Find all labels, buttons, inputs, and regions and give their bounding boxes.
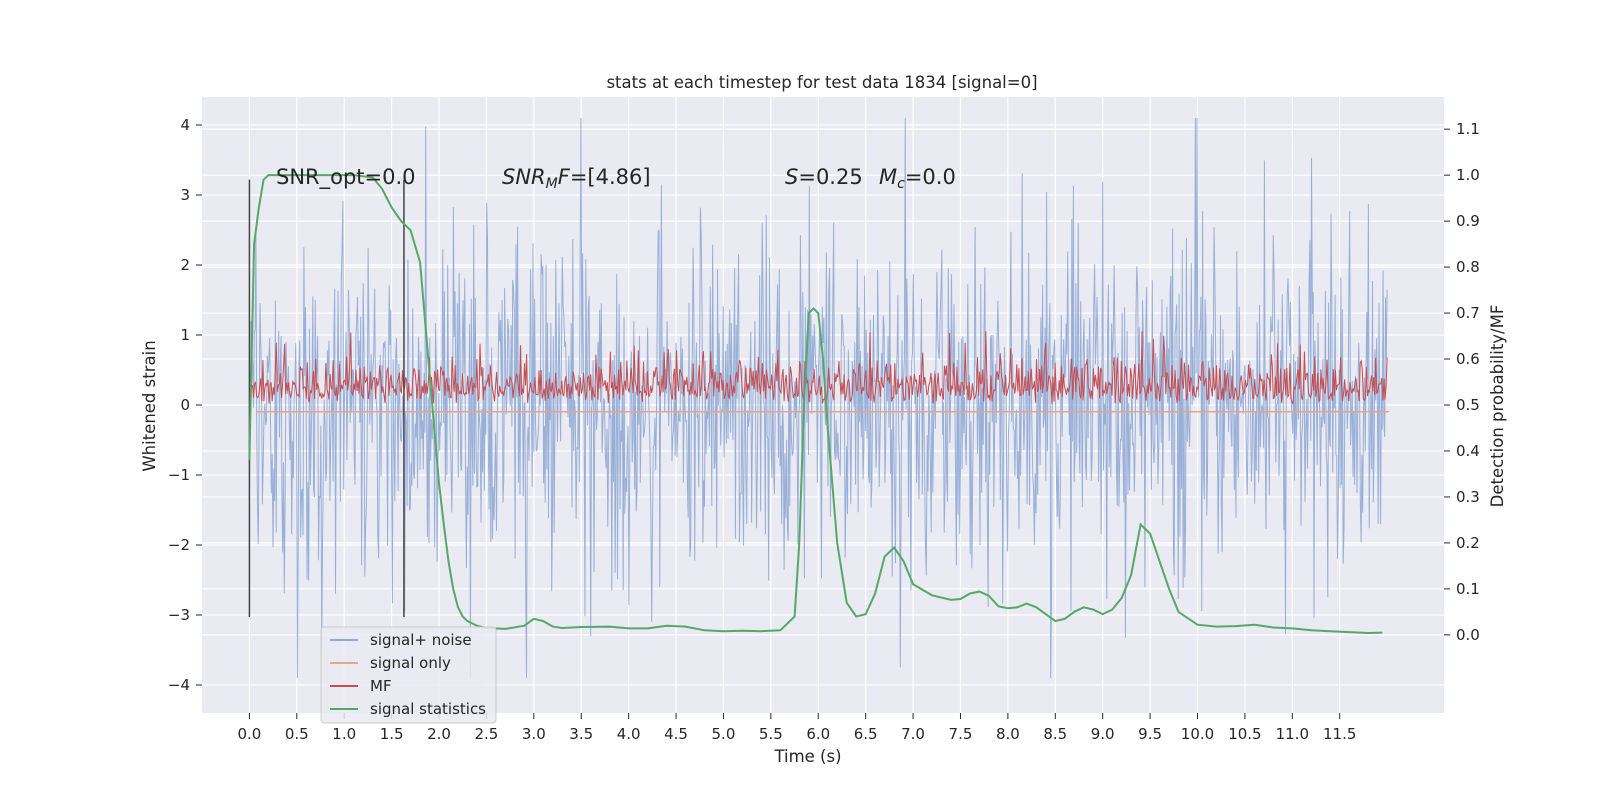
signal-statistics-line	[248, 174, 1383, 635]
mc-sub: c	[897, 176, 905, 192]
x-tick-label-21: 10.5	[1228, 725, 1261, 743]
snr-mf-value: =[4.86]	[570, 165, 651, 189]
legend-label-signal-noise: signal+ noise	[370, 631, 472, 649]
annotation-s: S=0.25	[785, 165, 863, 189]
mc-value: =0.0	[905, 165, 956, 189]
series-mf	[248, 331, 1388, 405]
x-tick-label-19: 9.5	[1138, 725, 1162, 743]
legend: signal+ noise signal only MF signal stat…	[320, 626, 497, 724]
x-tick-label-0: 0.0	[237, 725, 261, 743]
snr-mf-base: SNR	[502, 165, 546, 189]
right-tick-label-6: 0.5	[1456, 396, 1480, 414]
legend-label-mf: MF	[370, 677, 392, 695]
left-tick-label-0: 4	[180, 116, 190, 134]
mf-line	[248, 331, 1388, 405]
left-tick-label-4: 0	[180, 396, 190, 414]
x-tick-label-23: 11.5	[1323, 725, 1356, 743]
legend-box	[320, 626, 497, 724]
left-tick-label-3: 1	[180, 326, 190, 344]
left-tick-label-6: −2	[168, 536, 190, 554]
right-tick-label-8: 0.3	[1456, 488, 1480, 506]
right-tick-label-0: 1.1	[1456, 120, 1480, 138]
annotation-snr-opt: SNR_opt=0.0	[276, 165, 416, 190]
x-tick-label-8: 4.0	[617, 725, 641, 743]
right-tick-label-2: 0.9	[1456, 212, 1480, 230]
x-tick-label-13: 6.5	[854, 725, 878, 743]
x-tick-label-17: 8.5	[1043, 725, 1067, 743]
x-tick-label-3: 1.5	[380, 725, 404, 743]
annotation-snr-mf: SNRMF=[4.86]	[502, 165, 651, 192]
right-tick-label-1: 1.0	[1456, 166, 1480, 184]
x-tick-label-4: 2.0	[427, 725, 451, 743]
right-tick-label-4: 0.7	[1456, 304, 1480, 322]
legend-label-signal-only: signal only	[370, 654, 451, 672]
snr-mf-rest: F	[558, 165, 571, 189]
right-tick-label-9: 0.2	[1456, 534, 1480, 552]
right-axis-ticks: 1.1 1.0 0.9 0.8 0.7 0.6 0.5 0.4 0.3 0.2 0.1 0.0	[1444, 120, 1480, 644]
left-tick-label-7: −3	[168, 606, 190, 624]
left-tick-label-5: −1	[168, 466, 190, 484]
vertical-markers	[248, 179, 405, 618]
x-tick-label-7: 3.5	[569, 725, 593, 743]
annotation-mc: Mc=0.0	[879, 165, 956, 192]
y-axis-label-left: Whitened strain	[140, 340, 159, 471]
right-tick-label-3: 0.8	[1456, 258, 1480, 276]
x-tick-label-9: 4.5	[664, 725, 688, 743]
x-tick-label-11: 5.5	[759, 725, 783, 743]
x-tick-label-2: 1.0	[332, 725, 356, 743]
x-tick-label-16: 8.0	[996, 725, 1020, 743]
x-tick-label-20: 10.0	[1181, 725, 1214, 743]
right-tick-label-11: 0.0	[1456, 626, 1480, 644]
left-axis-ticks: 4 3 2 1 0 −1 −2 −3 −4	[168, 116, 202, 694]
right-tick-label-10: 0.1	[1456, 580, 1480, 598]
snr-mf-sub: M	[546, 176, 558, 192]
x-tick-label-10: 5.0	[712, 725, 736, 743]
left-tick-label-8: −4	[168, 676, 190, 694]
x-tick-label-1: 0.5	[285, 725, 309, 743]
x-axis-ticks: 0.0 0.5 1.0 1.5 2.0 2.5 3.0 3.5 4.0 4.5 5.0 5.5 6.0 6…	[237, 713, 1356, 743]
x-tick-label-12: 6.0	[806, 725, 830, 743]
left-tick-label-1: 3	[180, 186, 190, 204]
x-tick-label-6: 3.0	[522, 725, 546, 743]
series-signal-statistics	[248, 174, 1383, 635]
x-tick-label-15: 7.5	[949, 725, 973, 743]
right-tick-label-7: 0.4	[1456, 442, 1480, 460]
s-value: =0.25	[798, 165, 862, 189]
x-axis-label: Time (s)	[773, 747, 841, 766]
y-axis-label-right: Detection probability/MF	[1488, 305, 1507, 508]
x-tick-label-5: 2.5	[474, 725, 498, 743]
left-tick-label-2: 2	[180, 256, 190, 274]
s-label: S	[785, 165, 798, 189]
x-tick-label-14: 7.0	[901, 725, 925, 743]
mc-base: M	[879, 165, 897, 189]
x-tick-label-18: 9.0	[1091, 725, 1115, 743]
legend-label-signal-statistics: signal statistics	[370, 700, 486, 718]
right-tick-label-5: 0.6	[1456, 350, 1480, 368]
x-tick-label-22: 11.0	[1276, 725, 1309, 743]
chart-title: stats at each timestep for test data 183…	[606, 73, 1037, 92]
